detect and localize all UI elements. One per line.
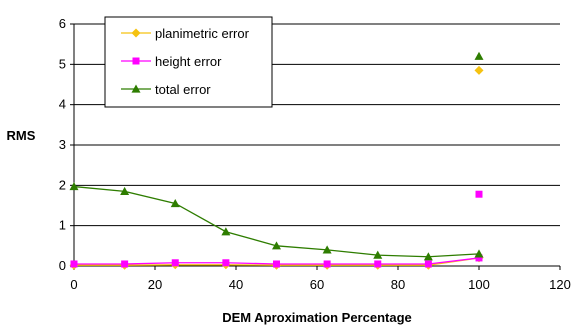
x-tick-label-20: 20: [148, 277, 162, 292]
data-point-isolated-2-0: [474, 51, 484, 60]
x-tick-label-40: 40: [229, 277, 243, 292]
legend-marker-0: [131, 28, 141, 38]
data-point-1-2: [171, 259, 179, 267]
legend-label-0: planimetric error: [155, 26, 250, 41]
axes: [70, 23, 561, 270]
legend-label-2: total error: [155, 82, 211, 97]
data-point-1-3: [222, 259, 230, 267]
y-tick-label-0: 0: [59, 258, 66, 273]
data-point-2-7: [423, 252, 433, 261]
y-tick-label-4: 4: [59, 97, 66, 112]
data-point-1-7: [424, 260, 432, 268]
y-axis-title: RMS: [7, 128, 36, 143]
data-point-2-2: [170, 198, 180, 208]
y-tick-label-6: 6: [59, 16, 66, 31]
data-point-2-6: [373, 250, 383, 259]
data-point-isolated-1-0: [475, 190, 483, 198]
data-point-1-0: [70, 260, 78, 268]
series-total-error: [69, 51, 484, 261]
legend-marker-1: [132, 57, 140, 65]
data-point-2-0: [69, 182, 79, 191]
legend-marker-2: [131, 84, 141, 93]
legend-label-1: height error: [155, 54, 222, 69]
x-tick-label-80: 80: [391, 277, 405, 292]
x-tick-label-60: 60: [310, 277, 324, 292]
data-point-2-1: [120, 186, 130, 195]
data-point-1-6: [374, 260, 382, 268]
x-tick-label-0: 0: [70, 277, 77, 292]
x-tick-label-100: 100: [468, 277, 490, 292]
series-layer: [69, 51, 484, 270]
data-point-2-3: [221, 227, 231, 236]
data-point-2-8: [474, 249, 484, 258]
data-point-1-4: [273, 260, 280, 268]
data-point-2-4: [272, 241, 281, 250]
y-tick-label-5: 5: [59, 56, 66, 71]
x-axis-title: DEM Aproximation Percentage: [222, 310, 412, 325]
x-tick-label-120: 120: [549, 277, 571, 292]
data-point-1-1: [121, 260, 129, 268]
legend: planimetric error height error total error: [104, 16, 273, 108]
y-tick-label-3: 3: [59, 137, 66, 152]
data-point-1-8: [475, 254, 483, 262]
y-tick-label-2: 2: [59, 177, 66, 192]
series-height-error: [70, 190, 483, 268]
data-point-2-5: [322, 245, 332, 254]
y-tick-label-1: 1: [59, 218, 66, 233]
data-point-isolated-0-0: [474, 65, 484, 75]
data-point-1-5: [323, 260, 331, 268]
